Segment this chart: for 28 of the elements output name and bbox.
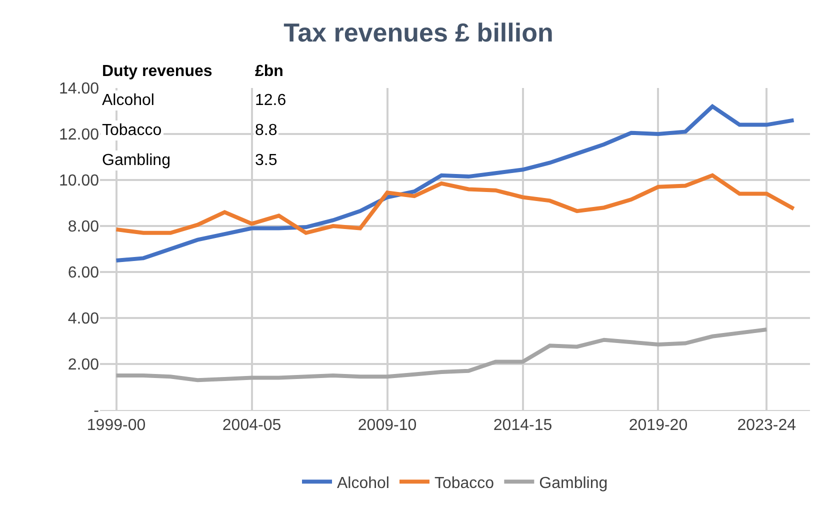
line-series xyxy=(114,328,769,382)
annotation: 8.8 xyxy=(255,122,278,139)
y-tick-label: 4.00 xyxy=(68,310,100,328)
y-tick-label: - xyxy=(94,402,99,420)
line-series xyxy=(114,173,796,235)
x-tick-label: 2023-24 xyxy=(737,417,796,434)
annotation: Alcohol xyxy=(102,92,154,109)
legend-label: Tobacco xyxy=(434,474,494,492)
annotation: Gambling xyxy=(102,152,170,169)
x-tick-label: 1999-00 xyxy=(86,417,146,434)
text: Duty revenues xyxy=(102,63,212,80)
y-tick-label: 10.00 xyxy=(58,172,100,190)
y-tick-label: 12.00 xyxy=(58,126,100,144)
annotation: Tobacco xyxy=(102,122,162,139)
legend-label: Alcohol xyxy=(337,474,390,492)
text: £bn xyxy=(255,63,284,80)
legend-label: Gambling xyxy=(539,474,608,492)
x-tick-label: 2004-05 xyxy=(222,417,282,434)
x-tick-label: 2014-15 xyxy=(493,417,552,434)
chart-title: Tax revenues £ billion xyxy=(284,17,554,48)
annotation: 12.6 xyxy=(255,92,286,109)
x-tick-label: 2019-20 xyxy=(628,417,688,434)
y-tick-label: 8.00 xyxy=(68,218,100,236)
y-tick-label: 14.00 xyxy=(58,80,100,98)
annotation: 3.5 xyxy=(255,152,278,169)
y-tick-label: 2.00 xyxy=(68,356,100,374)
x-tick-label: 2009-10 xyxy=(358,417,417,434)
y-tick-label: 6.00 xyxy=(68,264,100,282)
